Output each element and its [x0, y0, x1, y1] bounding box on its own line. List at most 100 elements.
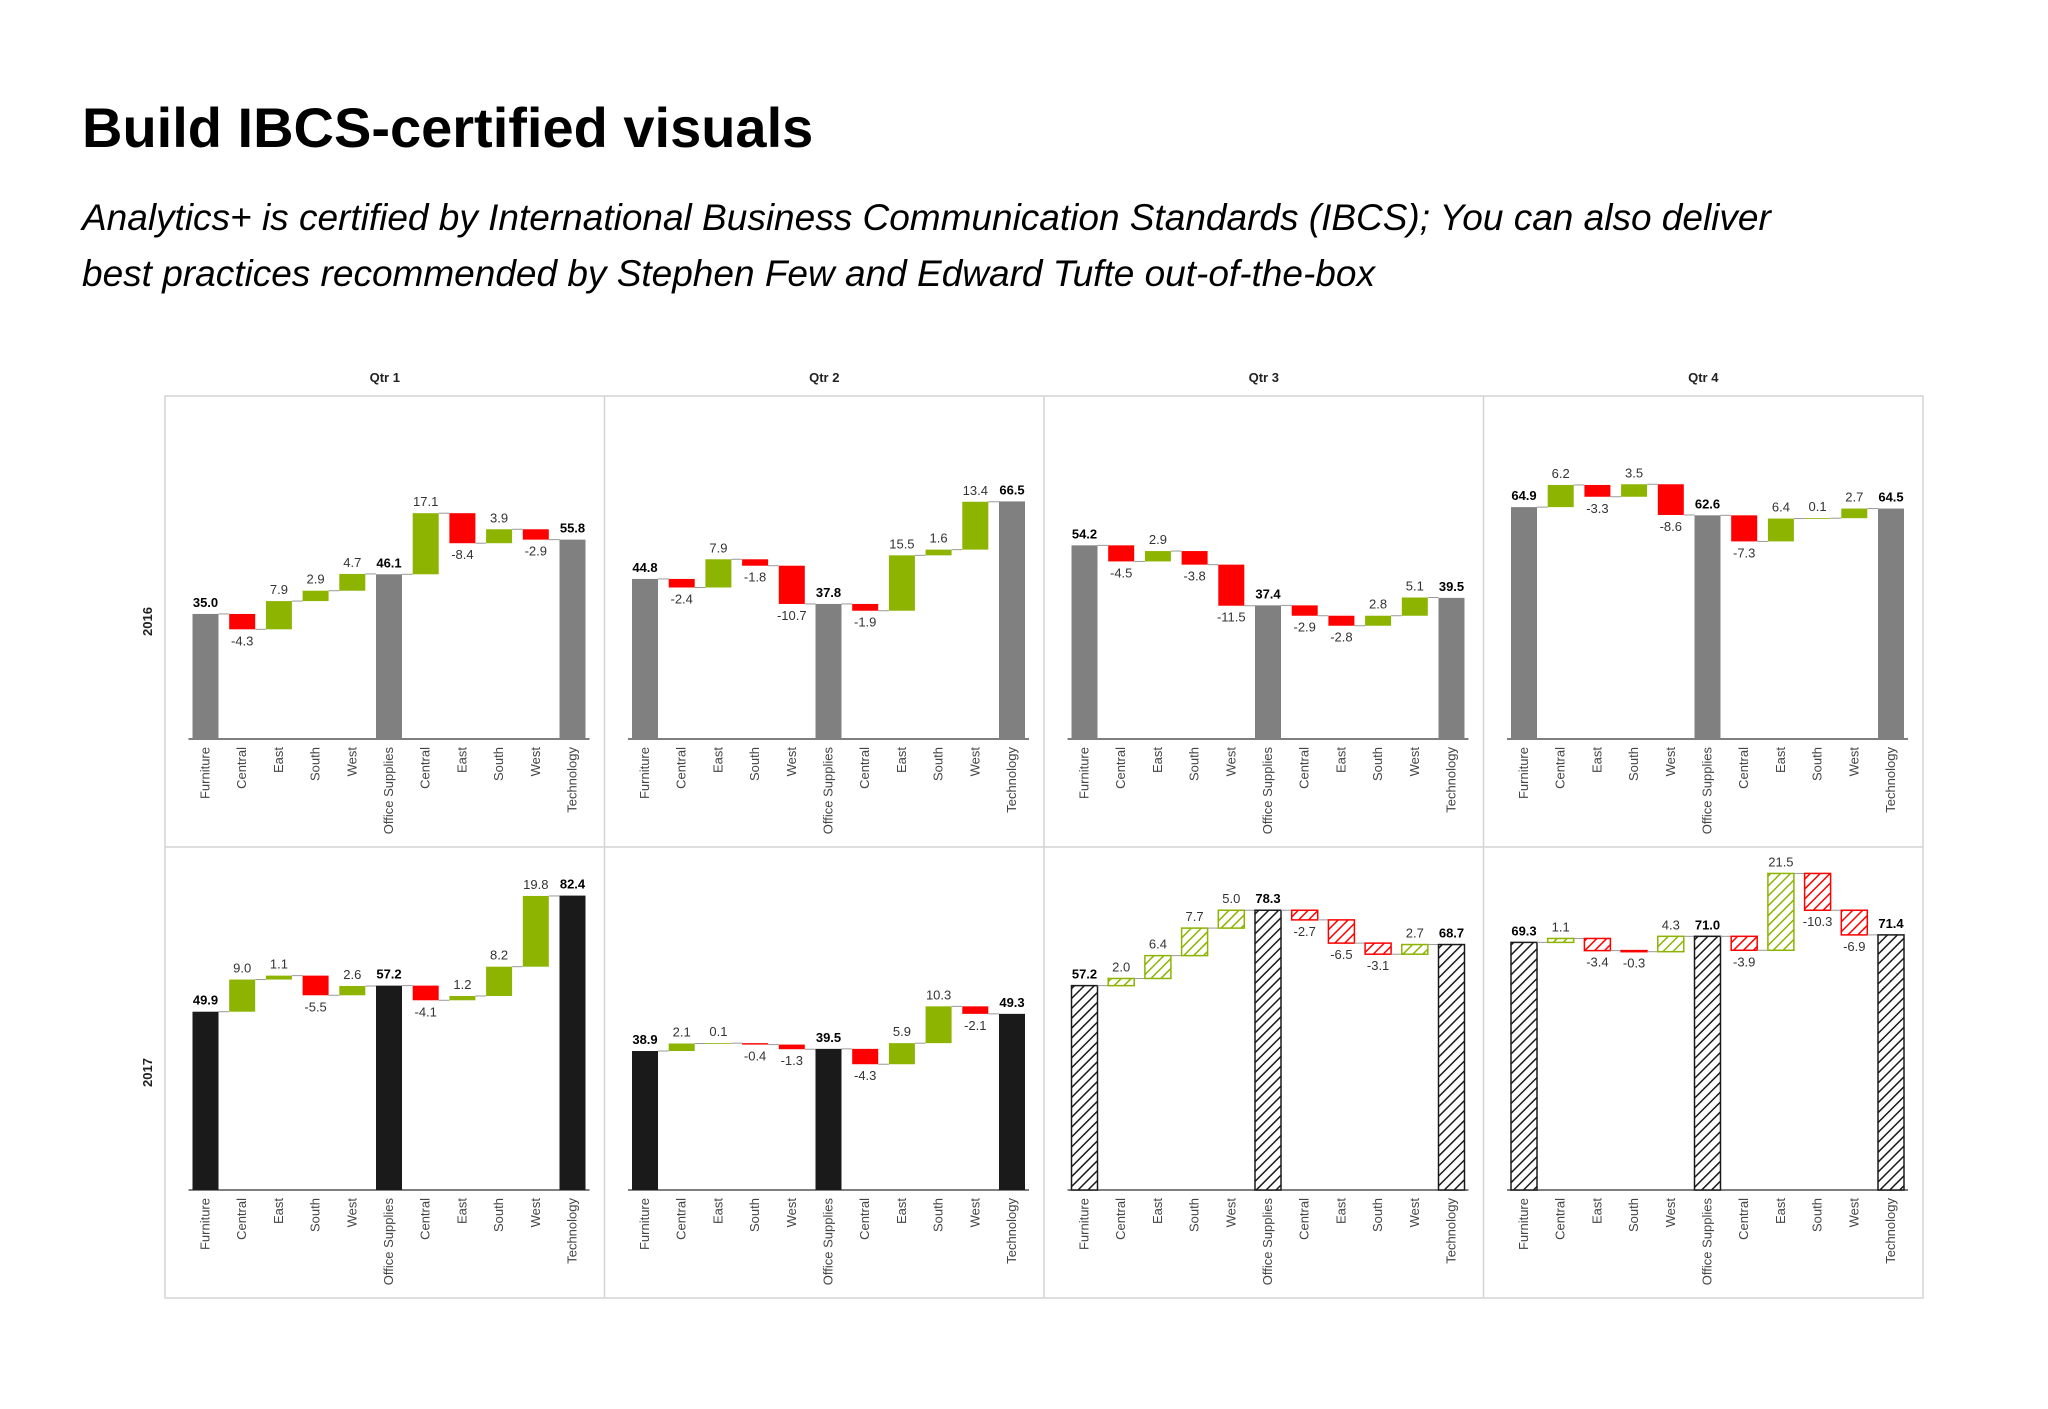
column-header: Qtr 1 — [370, 370, 400, 385]
value-label: -4.1 — [414, 1004, 436, 1019]
value-label: -2.1 — [964, 1018, 986, 1033]
value-label: -0.3 — [1623, 956, 1645, 971]
x-tick-label: Furniture — [1516, 747, 1531, 799]
x-tick-label: West — [1223, 1198, 1238, 1228]
x-tick-label: South — [1370, 747, 1385, 781]
panel: 38.9 Furniture 2.1 Central 0.1 East -0.4 South -… — [628, 987, 1029, 1285]
value-label: 2.6 — [343, 967, 361, 982]
x-tick-label: South — [491, 1198, 506, 1232]
x-tick-label: Central — [1113, 1198, 1128, 1240]
delta-bar — [1181, 551, 1208, 565]
delta-bar — [1365, 615, 1392, 626]
x-tick-label: Furniture — [198, 747, 213, 799]
value-label: -2.7 — [1293, 924, 1315, 939]
delta-bar — [1620, 949, 1648, 953]
delta-bar — [1767, 518, 1794, 542]
x-tick-label: South — [491, 747, 506, 781]
delta-bar — [1217, 909, 1246, 929]
x-tick-label: East — [1150, 1198, 1165, 1224]
delta-bar — [852, 603, 879, 611]
total-bar — [1437, 943, 1466, 1191]
page-title: Build IBCS-certified visuals — [82, 96, 813, 159]
value-label: 10.3 — [926, 987, 951, 1002]
value-label: -10.7 — [777, 608, 807, 623]
delta-bar — [1840, 909, 1869, 936]
x-tick-label: Technology — [1883, 747, 1898, 813]
delta-bar — [1804, 518, 1831, 519]
delta-bar — [1107, 977, 1135, 987]
value-label: 2.9 — [307, 572, 325, 587]
x-tick-label: East — [1589, 1198, 1604, 1224]
delta-bar — [778, 1044, 805, 1050]
x-tick-label: Central — [1736, 747, 1751, 789]
panel: 44.8 Furniture -2.4 Central 7.9 East -1.8 South… — [628, 482, 1029, 834]
value-label: -2.9 — [1293, 620, 1315, 635]
total-bar — [1693, 935, 1722, 1191]
value-label: 0.1 — [1809, 499, 1827, 514]
x-tick-label: West — [1407, 747, 1422, 777]
x-tick-label: East — [710, 1198, 725, 1224]
value-label: 9.0 — [233, 961, 251, 976]
column-header: Qtr 3 — [1249, 370, 1279, 385]
delta-bar — [1767, 872, 1795, 952]
value-label: -1.8 — [744, 570, 766, 585]
total-label: 49.9 — [193, 993, 218, 1008]
total-label: 39.5 — [816, 1030, 841, 1045]
x-tick-label: Office Supplies — [821, 747, 836, 835]
x-tick-label: Central — [1113, 747, 1128, 789]
value-label: -6.9 — [1843, 939, 1865, 954]
delta-bar — [668, 578, 695, 588]
x-tick-label: Central — [234, 747, 249, 789]
delta-bar — [522, 895, 549, 967]
x-tick-label: East — [1773, 1198, 1788, 1224]
delta-bar — [265, 975, 292, 980]
value-label: -3.8 — [1183, 569, 1205, 584]
delta-bar — [229, 613, 256, 630]
delta-bar — [888, 555, 915, 611]
total-bar — [999, 501, 1025, 739]
x-tick-label: South — [1370, 1198, 1385, 1232]
x-tick-label: Furniture — [1516, 1198, 1531, 1250]
delta-bar — [1290, 909, 1319, 921]
delta-bar — [1546, 937, 1575, 944]
total-bar — [1255, 605, 1281, 739]
total-bar — [1438, 597, 1465, 739]
x-tick-label: West — [784, 747, 799, 777]
value-label: 3.5 — [1625, 465, 1643, 480]
delta-bar — [742, 559, 769, 566]
x-tick-label: Furniture — [1077, 1198, 1092, 1250]
x-tick-label: East — [454, 747, 469, 773]
total-label: 71.0 — [1695, 917, 1720, 932]
value-label: 15.5 — [889, 536, 914, 551]
delta-bar — [486, 529, 513, 544]
value-label: -1.3 — [781, 1053, 803, 1068]
total-label: 37.8 — [816, 585, 841, 600]
x-tick-label: Furniture — [1077, 747, 1092, 799]
value-label: 8.2 — [490, 948, 508, 963]
x-tick-label: Technology — [565, 1198, 580, 1264]
x-tick-label: East — [454, 1198, 469, 1224]
value-label: -6.5 — [1330, 947, 1352, 962]
panel: 57.2 Furniture 2.0 Central 6.4 East 7.7 South 5.… — [1067, 891, 1469, 1285]
delta-bar — [1328, 615, 1355, 626]
delta-bar — [742, 1043, 769, 1045]
x-tick-label: Central — [1736, 1198, 1751, 1240]
value-label: 2.1 — [673, 1025, 691, 1040]
value-label: 5.0 — [1222, 891, 1240, 906]
value-label: 0.1 — [709, 1024, 727, 1039]
x-tick-label: Office Supplies — [821, 1198, 836, 1286]
value-label: 21.5 — [1768, 854, 1793, 869]
total-bar — [815, 603, 842, 739]
x-tick-label: South — [747, 747, 762, 781]
total-label: 44.8 — [632, 560, 657, 575]
delta-bar — [1583, 937, 1612, 952]
delta-bar — [1584, 484, 1611, 497]
x-tick-label: South — [747, 1198, 762, 1232]
total-bar — [1070, 984, 1099, 1191]
total-bar — [192, 1011, 219, 1190]
delta-bar — [486, 966, 513, 996]
value-label: -1.9 — [854, 615, 876, 630]
delta-bar — [302, 975, 329, 996]
delta-bar — [1657, 484, 1684, 515]
delta-bar — [339, 985, 366, 996]
